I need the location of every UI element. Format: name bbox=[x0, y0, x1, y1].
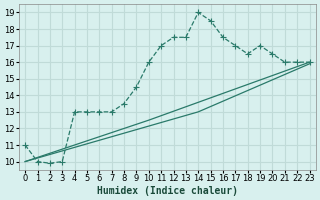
X-axis label: Humidex (Indice chaleur): Humidex (Indice chaleur) bbox=[97, 186, 238, 196]
